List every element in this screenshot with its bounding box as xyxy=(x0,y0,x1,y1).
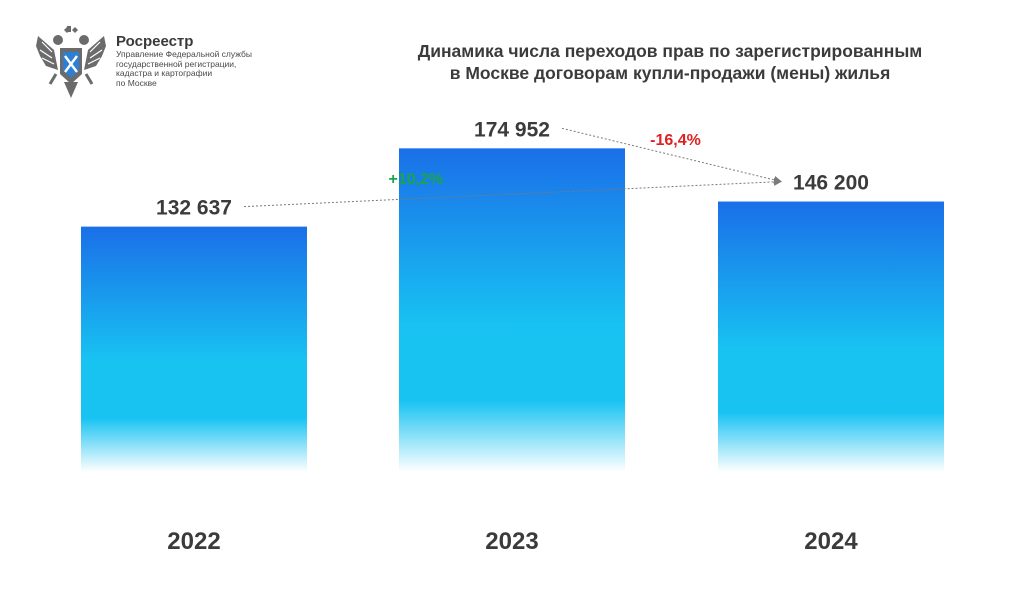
category-label-2022: 2022 xyxy=(167,528,220,555)
category-label-2023: 2023 xyxy=(485,528,538,555)
rosreestr-logo: Росреестр Управление Федеральной службы … xyxy=(34,26,252,104)
change-label-2: -16,4% xyxy=(650,132,701,149)
bar-2024 xyxy=(718,201,944,472)
org-subtitle: Управление Федеральной службы государств… xyxy=(116,49,252,88)
change-arrow-1 xyxy=(243,177,782,208)
category-label-2024: 2024 xyxy=(804,528,858,555)
chart-title-line-1: Динамика числа переходов прав по зарегис… xyxy=(417,41,923,61)
change-arrow-2 xyxy=(561,127,782,184)
value-label-2022: 132 637 xyxy=(156,197,232,220)
double-headed-eagle-emblem-icon xyxy=(36,26,106,98)
value-label-2023: 174 952 xyxy=(474,118,550,141)
chart-title: Динамика числа переходов прав по зарегис… xyxy=(340,40,1000,84)
chart-title-line-2: в Москве договорам купли-продажи (мены) … xyxy=(449,63,891,83)
change-label-1: +10,2% xyxy=(388,171,443,188)
org-name: Росреестр xyxy=(116,33,194,50)
bar-2023 xyxy=(399,148,625,472)
bar-2022 xyxy=(81,226,307,472)
value-label-2024: 146 200 xyxy=(793,172,869,195)
